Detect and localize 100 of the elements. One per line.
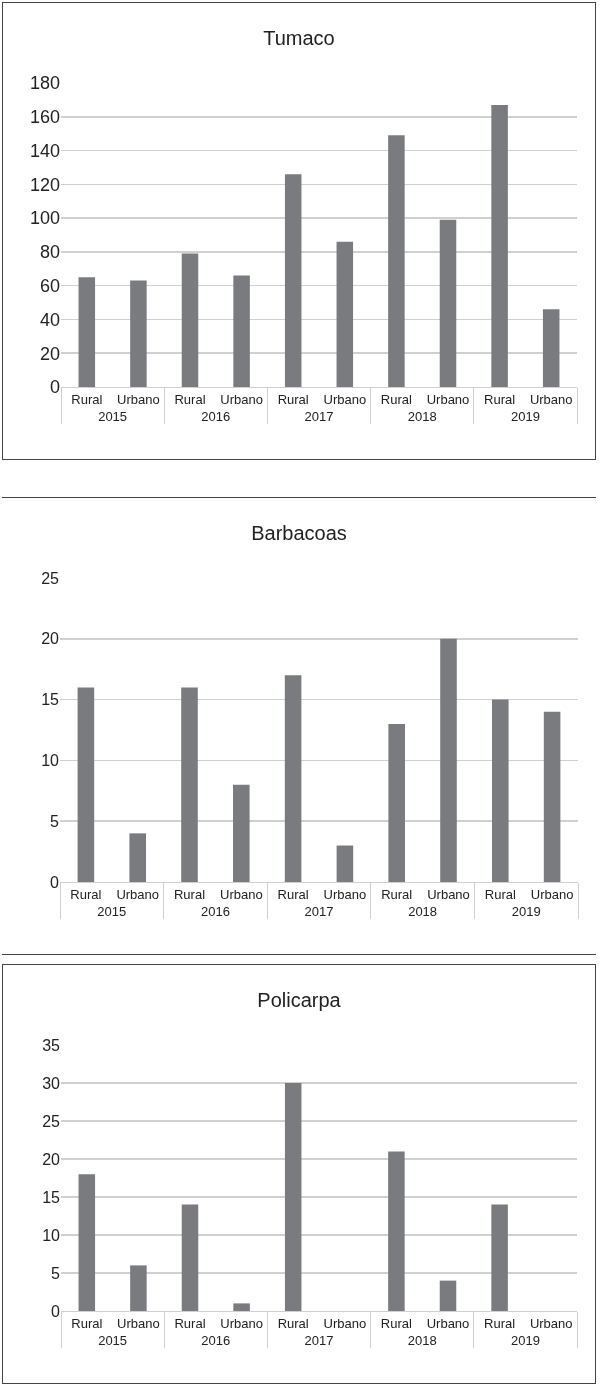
y-tick-label: 120 bbox=[29, 174, 60, 195]
text: 2019 bbox=[511, 903, 541, 919]
bar bbox=[129, 833, 146, 882]
x-tick-label: Rural bbox=[484, 391, 516, 407]
bar bbox=[336, 241, 354, 387]
y-tick-label: 0 bbox=[49, 377, 60, 398]
chart-title: Policarpa bbox=[257, 989, 342, 1011]
x-tick-label: Rural bbox=[484, 1315, 516, 1331]
bar bbox=[130, 280, 147, 387]
x-tick-label: Rural bbox=[277, 391, 309, 407]
x-tick-label: Rural bbox=[173, 886, 206, 902]
bar bbox=[543, 711, 561, 882]
x-tick-label: Rural bbox=[70, 886, 102, 902]
x-tick-label: Rural bbox=[484, 886, 516, 902]
y-tick-label: 20 bbox=[42, 1150, 61, 1168]
y-tick-label: 25 bbox=[42, 1112, 61, 1130]
y-tick-label: 5 bbox=[51, 1264, 61, 1282]
bar bbox=[284, 1083, 302, 1311]
x-tick-label: Urbano bbox=[529, 1315, 573, 1331]
bar bbox=[440, 638, 457, 882]
bar bbox=[233, 784, 250, 882]
x-tick-label: Urbano bbox=[220, 1315, 263, 1331]
bar bbox=[491, 1204, 508, 1311]
y-tick-label: 0 bbox=[50, 873, 60, 891]
bar bbox=[491, 104, 508, 387]
x-tick-label: Rural bbox=[277, 1315, 309, 1331]
x-tick-label: Urbano bbox=[323, 391, 367, 407]
text: 2016 bbox=[200, 903, 230, 919]
x-tick-label: Rural bbox=[277, 886, 309, 902]
text: 2016 bbox=[201, 1332, 231, 1348]
x-tick-label: Urbano bbox=[529, 391, 573, 407]
text: 2016 bbox=[201, 408, 231, 424]
bar bbox=[181, 1204, 199, 1311]
text: 2017 bbox=[304, 903, 334, 919]
bar bbox=[439, 1280, 457, 1311]
x-tick-label: Rural bbox=[380, 391, 413, 407]
x-tick-label: Urbano bbox=[426, 1315, 470, 1331]
x-tick-label: Rural bbox=[174, 391, 206, 407]
y-tick-label: 20 bbox=[39, 343, 60, 364]
text: 2015 bbox=[98, 408, 128, 424]
text: 2018 bbox=[407, 408, 437, 424]
x-tick-label: Rural bbox=[380, 1315, 413, 1331]
chart-title: Tumaco bbox=[263, 27, 335, 49]
x-tick-label: Urbano bbox=[116, 886, 160, 902]
bar bbox=[284, 675, 302, 882]
x-tick-label: Urbano bbox=[427, 886, 470, 902]
y-tick-label: 60 bbox=[39, 275, 60, 296]
y-tick-label: 20 bbox=[41, 630, 60, 648]
y-tick-label: 35 bbox=[42, 1036, 61, 1054]
x-tick-label: Urbano bbox=[323, 886, 367, 902]
chart-title: Barbacoas bbox=[251, 522, 347, 544]
y-tick-label: 10 bbox=[41, 752, 60, 769]
x-tick-label: Urbano bbox=[323, 1315, 367, 1331]
x-tick-label: Urbano bbox=[220, 391, 263, 407]
y-tick-label: 25 bbox=[41, 569, 60, 587]
x-tick-label: Urbano bbox=[117, 1315, 160, 1331]
x-tick-label: Urbano bbox=[219, 886, 263, 902]
y-tick-label: 100 bbox=[29, 208, 60, 229]
bar bbox=[388, 1151, 405, 1311]
text: 2019 bbox=[510, 1332, 540, 1348]
y-tick-label: 180 bbox=[29, 73, 60, 94]
bar bbox=[181, 687, 198, 882]
bar bbox=[78, 277, 96, 387]
text: 2017 bbox=[304, 408, 334, 424]
x-tick-label: Urbano bbox=[530, 886, 574, 902]
y-tick-label: 30 bbox=[42, 1074, 61, 1092]
bar bbox=[284, 174, 302, 387]
y-tick-label: 10 bbox=[42, 1226, 61, 1244]
text: 2015 bbox=[97, 903, 127, 919]
bar bbox=[78, 1174, 96, 1311]
text: 2018 bbox=[407, 1332, 437, 1348]
bar bbox=[77, 687, 95, 882]
bar bbox=[542, 309, 560, 387]
x-tick-label: Rural bbox=[71, 1315, 103, 1331]
y-tick-label: 140 bbox=[29, 140, 60, 161]
text: 2017 bbox=[304, 1332, 334, 1348]
y-tick-label: 40 bbox=[39, 309, 60, 330]
y-tick-label: 5 bbox=[50, 812, 60, 830]
bar bbox=[388, 135, 405, 387]
x-tick-label: Rural bbox=[381, 886, 413, 902]
y-tick-label: 15 bbox=[42, 1188, 61, 1206]
x-tick-label: Urbano bbox=[426, 391, 470, 407]
x-tick-label: Rural bbox=[174, 1315, 206, 1331]
bar bbox=[439, 219, 457, 387]
bar bbox=[181, 253, 199, 387]
text: 2019 bbox=[510, 408, 540, 424]
y-tick-label: 80 bbox=[39, 242, 60, 263]
text: 2018 bbox=[408, 903, 438, 919]
y-tick-label: 160 bbox=[29, 107, 60, 128]
bar bbox=[388, 723, 405, 882]
bar bbox=[336, 845, 354, 882]
x-tick-label: Rural bbox=[71, 391, 103, 407]
bar bbox=[233, 1303, 250, 1311]
bar bbox=[130, 1265, 147, 1311]
y-tick-label: 15 bbox=[41, 691, 60, 709]
y-tick-label: 0 bbox=[51, 1302, 61, 1320]
text: 2015 bbox=[98, 1332, 128, 1348]
bar bbox=[492, 699, 509, 882]
bar bbox=[233, 275, 250, 387]
x-tick-label: Urbano bbox=[117, 391, 160, 407]
